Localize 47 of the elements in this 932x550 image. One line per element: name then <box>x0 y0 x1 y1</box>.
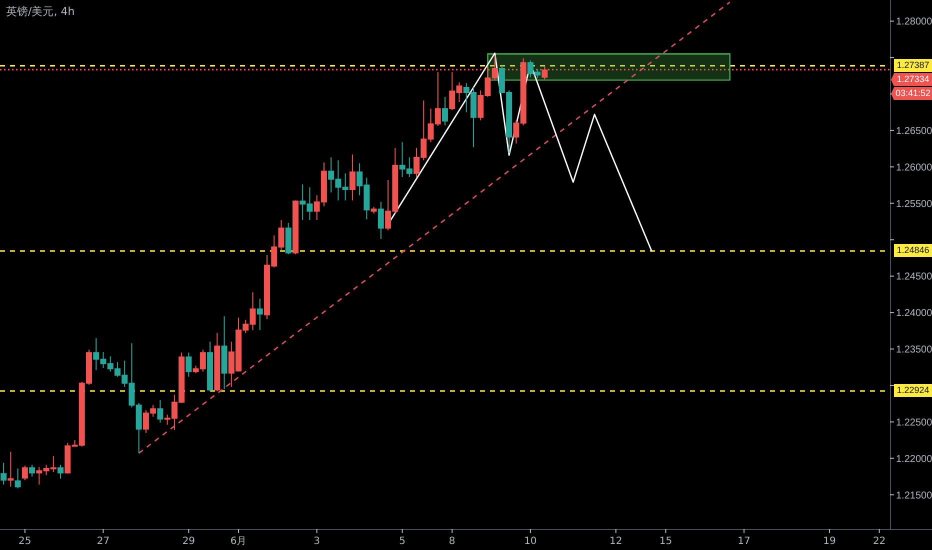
x-tick-label: 29 <box>182 536 196 547</box>
y-tick-label: 1.21500 <box>896 490 932 502</box>
candlestick <box>22 465 28 481</box>
candlestick <box>207 341 214 392</box>
x-tick-label: 22 <box>872 536 886 547</box>
x-tick-label: 17 <box>738 536 750 547</box>
text: 英镑/美元, 4h <box>6 5 75 18</box>
candlestick <box>349 154 356 201</box>
ref-line-label: 1.27387 <box>894 59 932 72</box>
candlestick <box>442 96 448 126</box>
y-tick-label: 1.24500 <box>896 272 932 283</box>
text: 03:41:52 <box>894 87 932 100</box>
x-tick-label: 25 <box>18 536 32 547</box>
candlestick <box>285 222 292 255</box>
y-tick-label: 1.22000 <box>896 454 932 465</box>
candlestick <box>256 298 263 331</box>
candlestick <box>58 464 64 480</box>
y-tick-label: 1.25500 <box>896 198 932 210</box>
ref-line-label: 1.22924 <box>894 384 932 398</box>
x-tick-label: 5 <box>399 536 406 547</box>
y-tick-label: 1.22500 <box>896 417 932 428</box>
candlestick <box>186 352 192 378</box>
y-tick-label: 1.26500 <box>896 126 932 137</box>
x-tick-label: 8 <box>448 536 456 547</box>
candlestick <box>157 400 164 424</box>
candlestick <box>0 462 7 486</box>
x-tick-label: 19 <box>823 536 836 547</box>
candlestick <box>8 451 14 488</box>
candlestick <box>14 468 21 489</box>
x-tick-label: 6月 <box>230 536 247 547</box>
x-tick-label: 3 <box>314 536 320 547</box>
y-tick-label: 1.26000 <box>896 162 932 174</box>
candlestick <box>292 200 298 255</box>
x-tick-label: 12 <box>610 536 622 547</box>
y-tick-label: 1.24000 <box>896 308 932 320</box>
candlestick <box>29 464 36 478</box>
ref-line-label: 1.24846 <box>894 244 932 258</box>
y-tick-label: 1.28000 <box>896 16 932 28</box>
candlestick <box>378 201 384 240</box>
candlestick <box>370 206 377 214</box>
x-tick-label: 27 <box>96 536 110 547</box>
x-tick-label: 15 <box>659 536 672 547</box>
candlestick <box>221 316 228 390</box>
candlestick <box>214 332 220 392</box>
x-tick-label: 10 <box>524 536 537 547</box>
legend-label: 1.27334 <box>894 73 932 86</box>
y-tick-label: 1.23500 <box>896 344 932 356</box>
